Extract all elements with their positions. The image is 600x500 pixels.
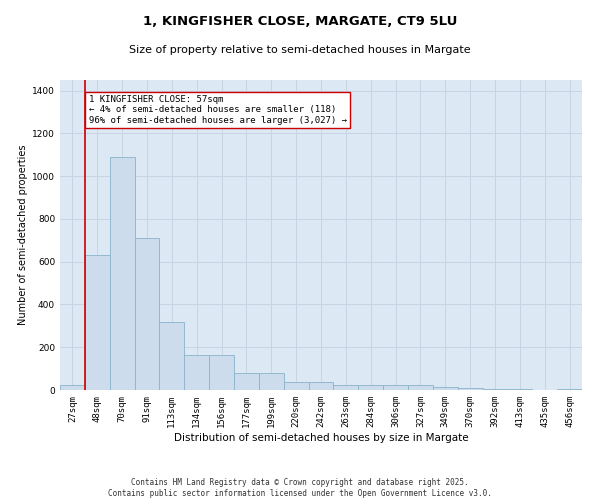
Bar <box>433 388 458 390</box>
Bar <box>557 389 582 390</box>
Text: Size of property relative to semi-detached houses in Margate: Size of property relative to semi-detach… <box>129 45 471 55</box>
Bar <box>383 386 408 390</box>
Bar <box>234 373 259 390</box>
Bar <box>110 157 134 390</box>
Bar <box>184 354 209 390</box>
Text: 1 KINGFISHER CLOSE: 57sqm
← 4% of semi-detached houses are smaller (118)
96% of : 1 KINGFISHER CLOSE: 57sqm ← 4% of semi-d… <box>89 95 347 125</box>
Bar <box>482 389 508 390</box>
Bar <box>458 388 482 390</box>
Bar <box>60 384 85 390</box>
Bar <box>209 354 234 390</box>
Bar <box>259 373 284 390</box>
Bar <box>160 322 184 390</box>
Text: 1, KINGFISHER CLOSE, MARGATE, CT9 5LU: 1, KINGFISHER CLOSE, MARGATE, CT9 5LU <box>143 15 457 28</box>
Bar <box>85 256 110 390</box>
Bar <box>358 386 383 390</box>
Bar <box>408 386 433 390</box>
Y-axis label: Number of semi-detached properties: Number of semi-detached properties <box>18 145 28 325</box>
X-axis label: Distribution of semi-detached houses by size in Margate: Distribution of semi-detached houses by … <box>173 432 469 442</box>
Text: Contains HM Land Registry data © Crown copyright and database right 2025.
Contai: Contains HM Land Registry data © Crown c… <box>108 478 492 498</box>
Bar <box>334 386 358 390</box>
Bar <box>308 382 334 390</box>
Bar <box>134 238 160 390</box>
Bar <box>284 382 308 390</box>
